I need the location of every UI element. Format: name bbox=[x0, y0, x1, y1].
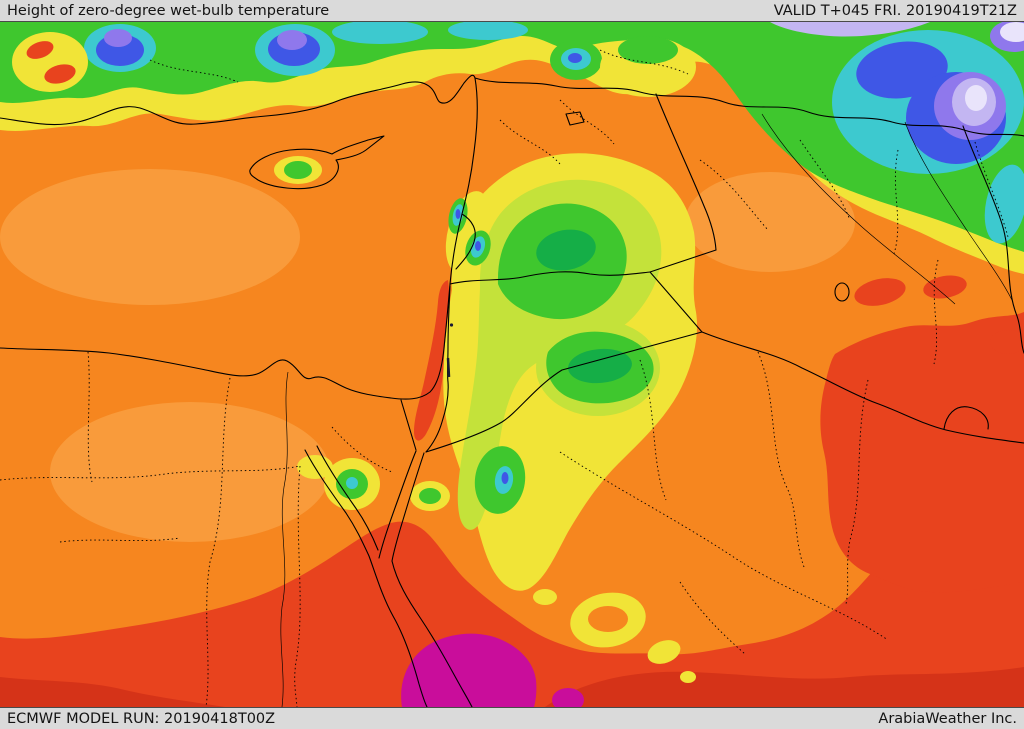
coastlines bbox=[0, 74, 478, 707]
cyprus-island bbox=[249, 136, 384, 189]
contour-fill-central-cool bbox=[297, 153, 698, 683]
country-borders bbox=[400, 77, 1024, 453]
contour-fill-north-cold-band bbox=[0, 22, 1024, 274]
admin-boundaries bbox=[0, 49, 1009, 707]
attribution-label: ArabiaWeather Inc. bbox=[878, 710, 1017, 727]
model-run-label: ECMWF MODEL RUN: 20190418T00Z bbox=[7, 710, 276, 727]
valid-time-label: VALID T+045 FRI. 20190419T21Z bbox=[773, 2, 1017, 19]
top-bar: Height of zero-degree wet-bulb temperatu… bbox=[0, 0, 1024, 22]
bottom-bar: ECMWF MODEL RUN: 20190418T00Z ArabiaWeat… bbox=[0, 707, 1024, 729]
weather-map bbox=[0, 22, 1024, 707]
weather-map-canvas bbox=[0, 22, 1024, 707]
map-title: Height of zero-degree wet-bulb temperatu… bbox=[7, 2, 330, 19]
contour-fill-warm bbox=[0, 275, 1024, 707]
water-features bbox=[280, 111, 1013, 707]
